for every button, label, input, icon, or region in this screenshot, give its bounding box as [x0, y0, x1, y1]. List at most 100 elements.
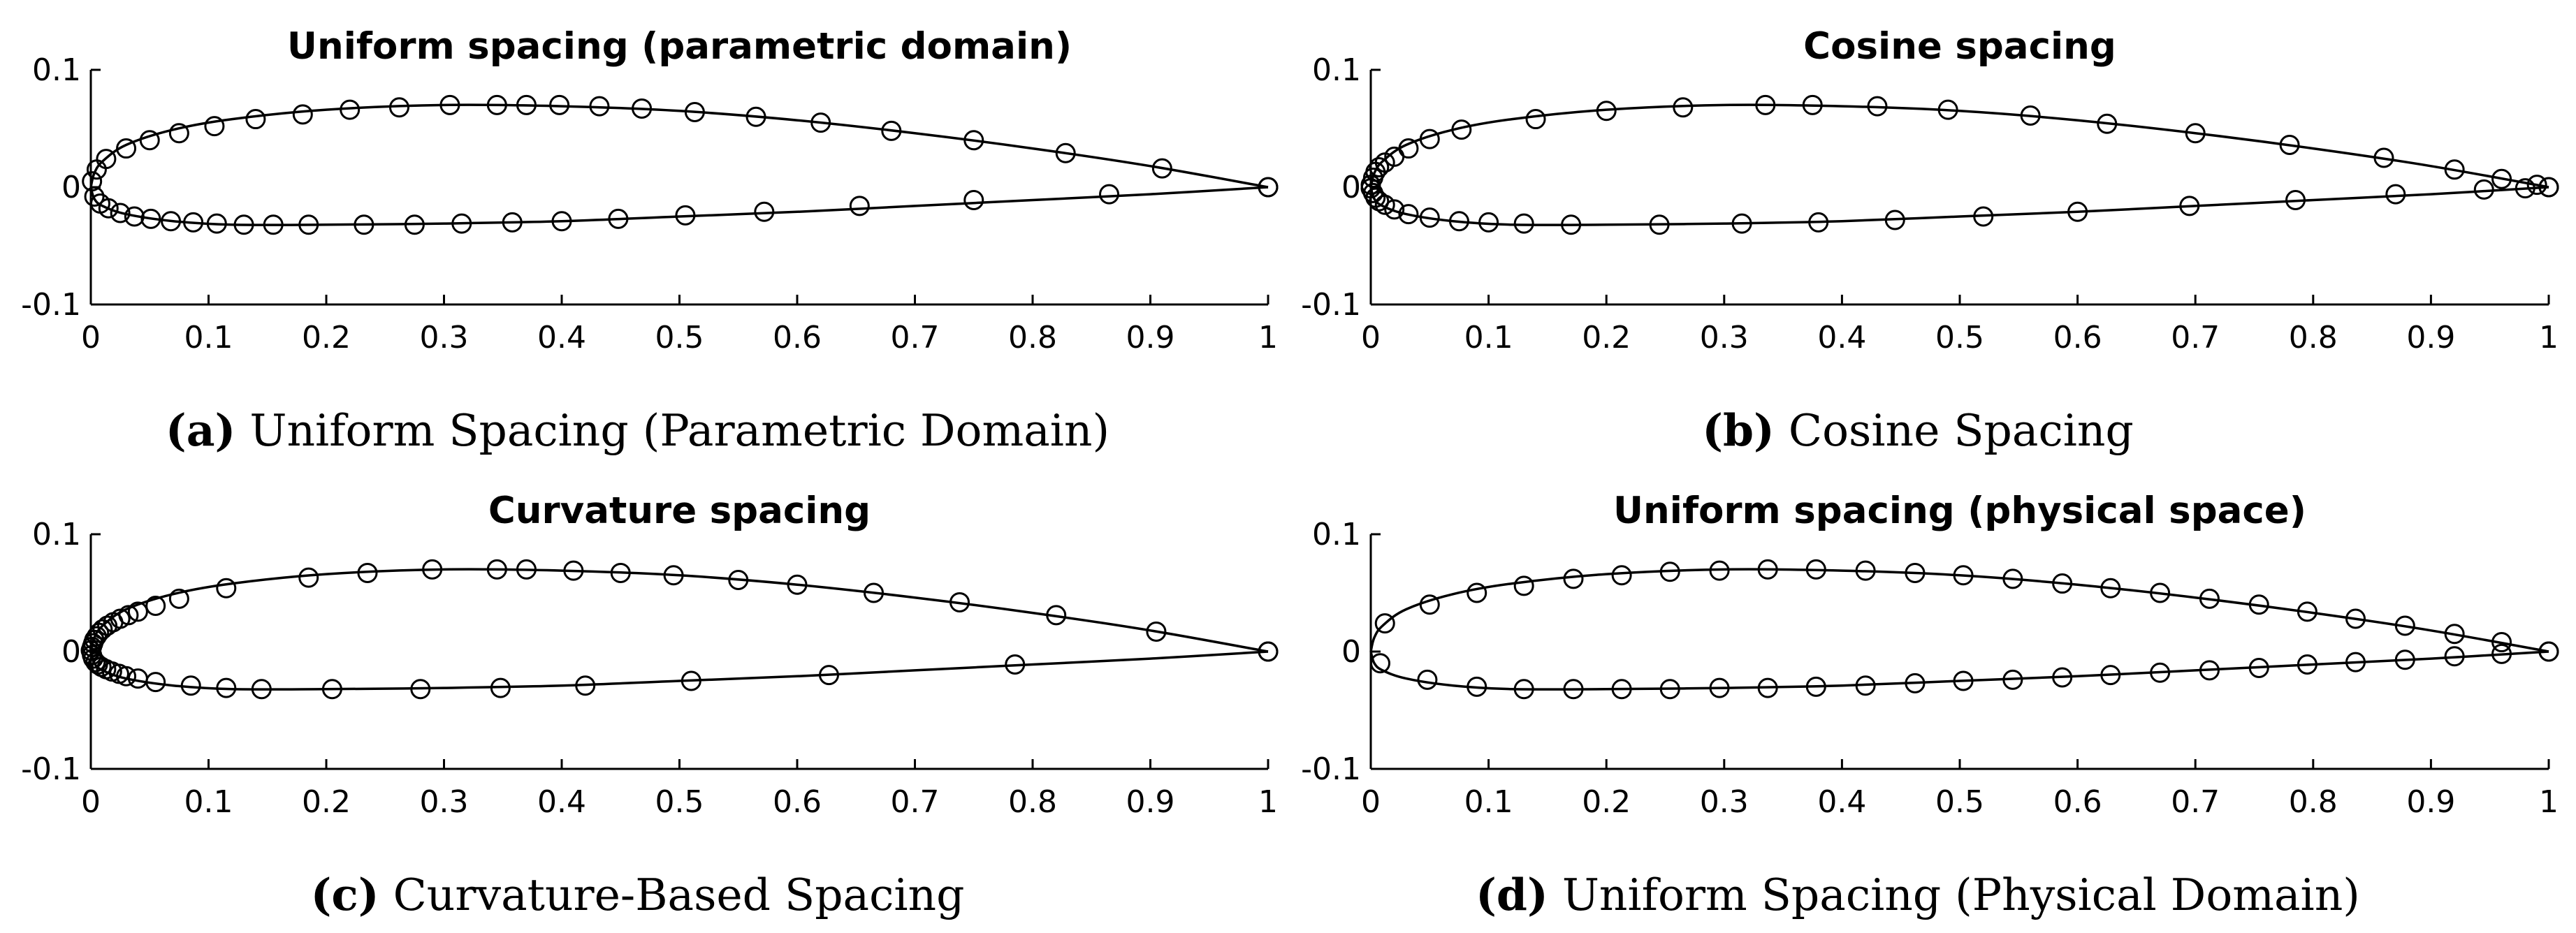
chart-title: Cosine spacing	[1803, 25, 2116, 68]
upper-point-marker	[486, 94, 507, 115]
x-tick-label: 0	[1361, 320, 1381, 355]
x-tick-label: 0.2	[1582, 784, 1631, 820]
upper-point-marker	[1757, 559, 1778, 580]
x-tick-label: 0.4	[1817, 784, 1866, 820]
lower-point-marker	[1953, 670, 1974, 691]
lower-point-marker	[206, 213, 227, 234]
airfoil-lower-surface	[1369, 650, 2549, 691]
caption-label: (a)	[166, 404, 235, 456]
caption-label: (c)	[311, 869, 379, 920]
upper-point-marker	[1855, 560, 1876, 581]
lower-point-marker	[2285, 189, 2306, 210]
lower-point-marker	[124, 206, 145, 227]
lower-point-marker	[2345, 652, 2366, 673]
upper-point-marker	[1467, 582, 1487, 603]
upper-point-marker	[1374, 613, 1395, 634]
x-tick-label: 0.8	[1008, 320, 1057, 355]
caption-text: Uniform Spacing (Parametric Domain)	[235, 405, 1109, 456]
upper-point-marker	[486, 559, 507, 580]
y-tick-label: 0	[61, 634, 81, 670]
upper-point-marker	[204, 116, 225, 137]
x-tick-label: 0.8	[2289, 784, 2338, 820]
lower-point-marker	[2538, 177, 2559, 198]
lower-point-marker	[1973, 206, 1994, 227]
lower-point-marker	[1417, 669, 1438, 690]
lower-point-marker	[2002, 669, 2023, 690]
upper-point-marker	[2394, 615, 2415, 636]
airfoil-lower-surface	[89, 650, 1269, 691]
lower-point-marker	[1561, 214, 1582, 235]
caption-label: (d)	[1476, 869, 1548, 920]
chart-panel-1: Cosine spacing 0 0.1 0.2 0.3 0.4 0.5 0.6 0.7 0.8 0…	[1301, 25, 2559, 456]
upper-point-marker	[1905, 562, 1926, 583]
x-tick-label: 0.5	[655, 320, 704, 355]
lower-point-marker	[1731, 213, 1752, 234]
lower-point-marker	[818, 665, 839, 686]
lower-point-marker	[1398, 204, 1419, 225]
upper-point-marker	[663, 565, 684, 586]
lower-point-marker	[451, 213, 472, 234]
lower-point-marker	[2297, 654, 2317, 675]
upper-point-marker	[82, 171, 103, 192]
upper-point-marker	[2279, 135, 2300, 156]
lower-point-marker	[2248, 658, 2269, 679]
lower-point-marker	[180, 675, 201, 696]
upper-point-marker	[2491, 632, 2512, 653]
upper-point-marker	[1151, 158, 1172, 179]
lower-point-marker	[140, 208, 161, 229]
chart-panel-3: Uniform spacing (physical space) 0 0.1 0.2 0…	[1301, 490, 2559, 920]
y-tick-label: 0.1	[1312, 517, 1361, 552]
lower-point-marker	[1419, 207, 1440, 228]
upper-point-marker	[2100, 578, 2121, 598]
upper-point-marker	[2491, 168, 2512, 189]
x-tick-label: 0.9	[1126, 320, 1175, 355]
lower-point-marker	[2067, 201, 2088, 222]
upper-point-marker	[1755, 94, 1776, 115]
upper-point-marker	[1419, 594, 1440, 615]
lower-point-marker	[1258, 177, 1279, 198]
lower-point-marker	[849, 196, 870, 216]
x-tick-label: 0	[81, 320, 101, 355]
chart-panel-0: Uniform spacing (parametric domain) 0 0.1 0…	[21, 25, 1279, 456]
upper-point-marker	[340, 99, 361, 120]
x-tick-label: 0.7	[891, 320, 940, 355]
airfoil-lower-surface	[89, 186, 1269, 226]
lower-point-marker	[85, 652, 106, 673]
lower-point-marker	[502, 212, 523, 233]
upper-point-marker	[1611, 565, 1632, 586]
lower-point-marker	[98, 198, 119, 219]
lower-point-marker	[2052, 667, 2073, 688]
lower-point-marker	[116, 666, 137, 686]
caption-label: (b)	[1702, 404, 1775, 456]
upper-point-marker	[2150, 582, 2171, 603]
y-tick-label: -0.1	[21, 751, 81, 787]
lower-point-marker	[1905, 673, 1926, 693]
lower-point-marker	[1467, 676, 1487, 697]
lower-point-marker	[84, 186, 105, 207]
upper-point-marker	[963, 130, 984, 151]
x-tick-label: 0.7	[2171, 320, 2220, 355]
upper-point-marker	[2185, 123, 2206, 144]
lower-point-marker	[608, 208, 629, 229]
upper-point-marker	[516, 559, 537, 580]
x-tick-label: 0.6	[2053, 784, 2102, 820]
upper-point-marker	[168, 588, 189, 609]
x-tick-label: 0.5	[1935, 320, 1984, 355]
x-tick-label: 1	[1258, 320, 1278, 355]
upper-point-marker	[1802, 94, 1823, 115]
x-tick-label: 0.2	[302, 784, 351, 820]
upper-point-marker	[96, 149, 117, 170]
lower-point-marker	[2444, 646, 2465, 667]
lower-point-marker	[2100, 665, 2121, 686]
lower-point-marker	[754, 201, 775, 222]
lower-point-marker	[1808, 212, 1829, 233]
upper-point-marker	[439, 94, 460, 115]
x-tick-label: 0.6	[773, 784, 822, 820]
subfigure-caption: (a) Uniform Spacing (Parametric Domain)	[166, 404, 1109, 456]
upper-point-marker	[116, 138, 137, 159]
lower-point-marker	[404, 214, 425, 235]
upper-point-marker	[549, 94, 570, 115]
upper-point-marker	[1805, 559, 1826, 580]
upper-point-marker	[1563, 568, 1584, 589]
